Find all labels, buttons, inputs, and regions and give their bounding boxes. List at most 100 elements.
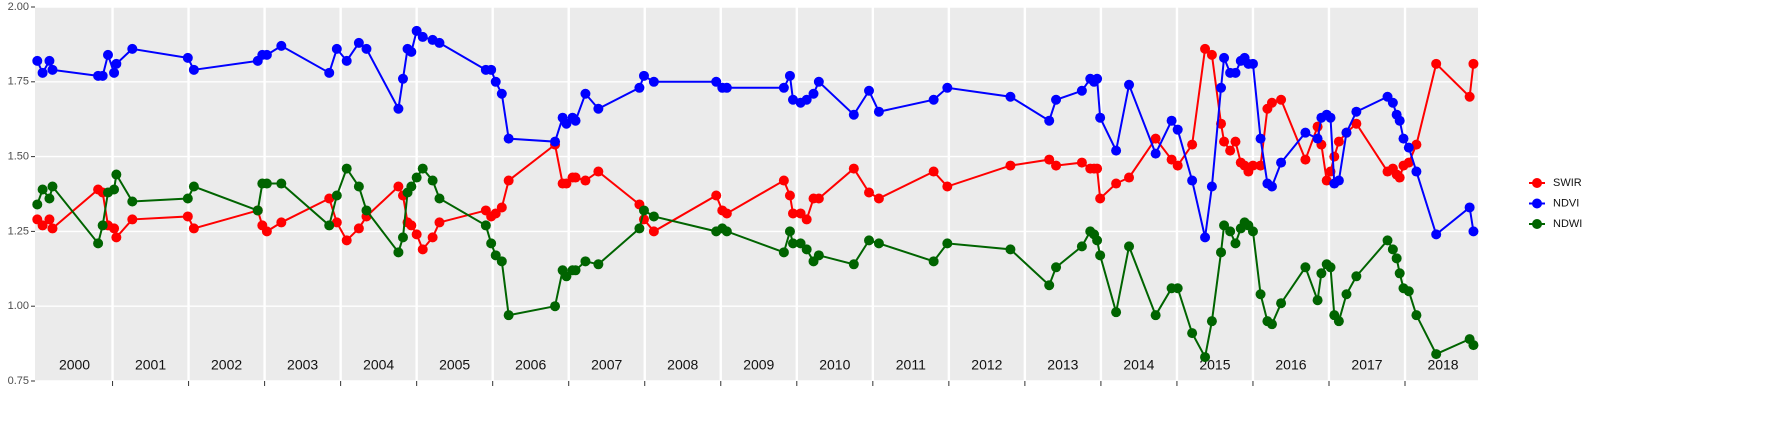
data-point [127, 196, 138, 207]
data-point [37, 184, 48, 195]
data-point [1005, 91, 1016, 102]
data-point [1398, 133, 1409, 144]
data-point [496, 256, 507, 267]
data-point [1095, 193, 1106, 204]
data-point [550, 136, 561, 147]
data-point [1276, 157, 1287, 168]
data-point [784, 226, 795, 237]
data-point [580, 175, 591, 186]
data-point [182, 211, 193, 222]
data-point [1394, 115, 1405, 126]
data-point [778, 175, 789, 186]
data-point [721, 226, 732, 237]
data-point [928, 94, 939, 105]
data-point [942, 238, 953, 249]
data-point [1300, 154, 1311, 165]
data-point [801, 214, 812, 225]
data-point [1300, 262, 1311, 273]
data-point [324, 67, 335, 78]
data-point [801, 94, 812, 105]
year-label: 2007 [591, 357, 622, 373]
year-label: 2005 [439, 357, 470, 373]
data-point [486, 238, 497, 249]
data-point [188, 223, 199, 234]
data-point [638, 205, 649, 216]
data-point [44, 214, 55, 225]
data-point [1247, 226, 1258, 237]
data-point [1276, 298, 1287, 309]
data-point [1172, 160, 1183, 171]
data-point [486, 64, 497, 75]
data-point [813, 250, 824, 261]
data-point [47, 181, 58, 192]
data-point [44, 193, 55, 204]
data-point [417, 31, 428, 42]
data-point [1468, 58, 1479, 69]
data-point [480, 220, 491, 231]
data-point [593, 103, 604, 114]
data-point [1351, 118, 1362, 129]
data-point [1044, 115, 1055, 126]
data-point [1172, 283, 1183, 294]
data-point [102, 49, 113, 60]
data-point [37, 220, 48, 231]
data-point [1391, 253, 1402, 264]
data-point [1329, 151, 1340, 162]
legend-marker [1532, 219, 1542, 229]
data-point [550, 301, 561, 312]
data-point [406, 46, 417, 57]
data-point [1247, 160, 1258, 171]
data-point [1172, 124, 1183, 135]
data-point [361, 205, 372, 216]
data-point [1333, 316, 1344, 327]
data-point [127, 214, 138, 225]
data-point [331, 217, 342, 228]
data-point [44, 55, 55, 66]
legend-label: NDVI [1553, 197, 1579, 209]
year-label: 2014 [1123, 357, 1154, 373]
data-point [1187, 328, 1198, 339]
data-point [1266, 319, 1277, 330]
data-point [496, 88, 507, 99]
data-point [648, 226, 659, 237]
data-point [1005, 160, 1016, 171]
data-point [1076, 241, 1087, 252]
data-point [47, 223, 58, 234]
plot-panel [35, 7, 1478, 381]
data-point [496, 202, 507, 213]
data-point [1187, 175, 1198, 186]
data-point [1431, 229, 1442, 240]
data-point [1230, 136, 1241, 147]
data-point [942, 181, 953, 192]
data-point [864, 85, 875, 96]
data-point [182, 193, 193, 204]
data-point [580, 256, 591, 267]
data-point [1111, 307, 1122, 318]
data-point [1255, 289, 1266, 300]
data-point [1124, 172, 1135, 183]
data-point [848, 109, 859, 120]
data-point [813, 193, 824, 204]
data-point [1266, 181, 1277, 192]
data-point [411, 229, 422, 240]
data-point [721, 208, 732, 219]
data-point [1092, 73, 1103, 84]
data-point [1187, 139, 1198, 150]
data-point [417, 163, 428, 174]
data-point [1403, 157, 1414, 168]
year-label: 2009 [743, 357, 774, 373]
data-point [1051, 160, 1062, 171]
data-point [787, 238, 798, 249]
data-point [634, 82, 645, 93]
data-point [570, 265, 581, 276]
data-point [324, 193, 335, 204]
data-point [580, 88, 591, 99]
data-point [1431, 349, 1442, 360]
data-point [1051, 262, 1062, 273]
data-point [32, 55, 43, 66]
data-point [1076, 157, 1087, 168]
data-point [361, 43, 372, 54]
data-point [1206, 181, 1217, 192]
data-point [261, 178, 272, 189]
